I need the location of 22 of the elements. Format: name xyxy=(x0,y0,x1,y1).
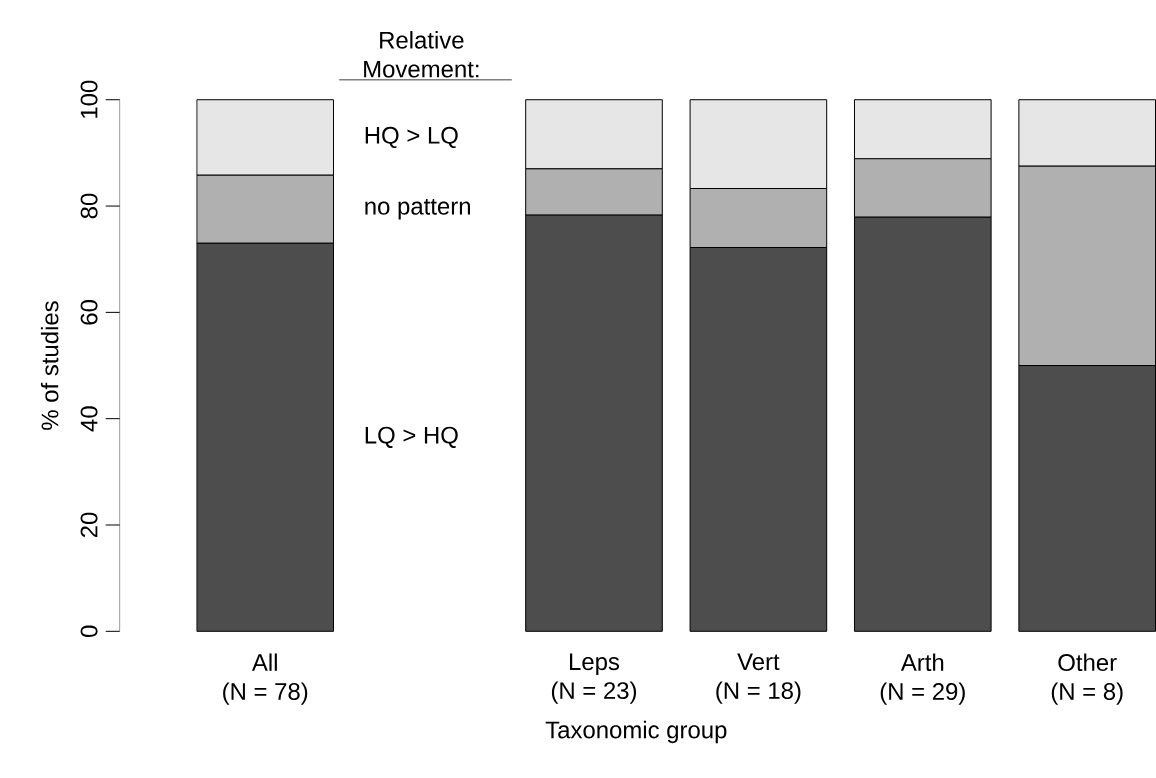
x-tick-label: Other (N = 8) xyxy=(1051,653,1123,705)
x-axis-title: Taxonomic group xyxy=(545,720,727,744)
bar xyxy=(196,243,334,632)
y-tick-label: 60 xyxy=(80,300,98,325)
bar xyxy=(525,214,663,632)
x-tick-label: Vert (N = 18) xyxy=(716,653,801,704)
y-tick-label: 0 xyxy=(80,625,98,638)
y-tick-label: 20 xyxy=(80,512,98,538)
y-axis-title: % of studies xyxy=(40,301,59,430)
y-tick-label: 100 xyxy=(80,80,98,118)
bar xyxy=(853,216,992,632)
y-tick-label: 80 xyxy=(80,193,98,219)
series-label: HQ > LQ xyxy=(365,126,458,149)
y-tick-label: 40 xyxy=(80,406,98,432)
x-tick-label: Arth (N = 29) xyxy=(880,653,965,705)
series-label: LQ > HQ xyxy=(365,426,458,448)
x-tick-label: All (N = 78) xyxy=(223,653,308,705)
bar xyxy=(1018,365,1156,632)
series-label: no pattern xyxy=(365,199,470,220)
bar xyxy=(689,247,828,632)
x-tick-label: Leps (N = 23) xyxy=(551,653,637,704)
legend-title: Relative Movement: xyxy=(364,31,479,78)
